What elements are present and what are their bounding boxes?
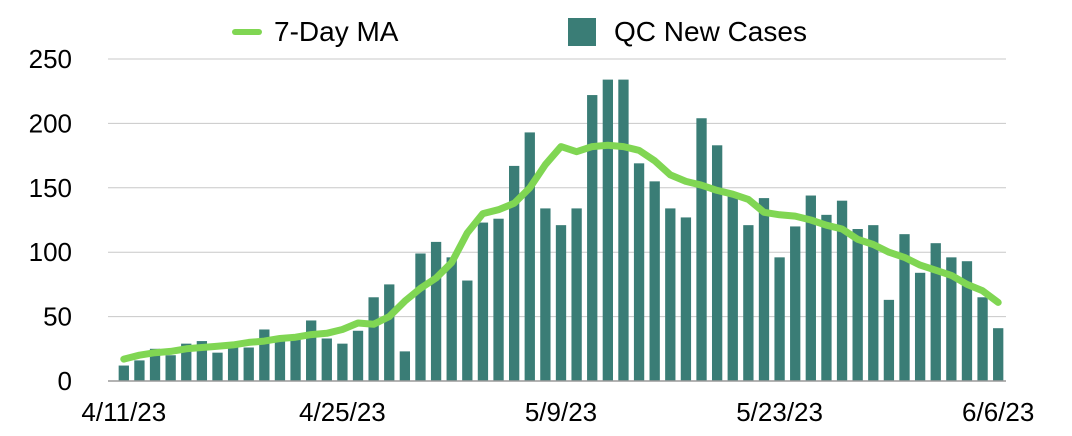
legend-label-new-cases: QC New Cases bbox=[614, 16, 807, 47]
x-tick-label: 5/9/23 bbox=[525, 397, 597, 427]
bar bbox=[555, 225, 567, 381]
bar bbox=[602, 79, 613, 381]
moving-average-line bbox=[120, 141, 1002, 363]
y-tick-label: 100 bbox=[29, 237, 72, 267]
bar bbox=[259, 329, 270, 381]
bar bbox=[196, 341, 208, 381]
x-tick-label: 4/25/23 bbox=[299, 397, 386, 427]
bar bbox=[274, 339, 286, 381]
bar bbox=[868, 225, 879, 381]
bar bbox=[524, 132, 535, 381]
bar bbox=[384, 284, 395, 381]
bar bbox=[181, 343, 192, 381]
x-tick-label: 6/6/23 bbox=[962, 397, 1034, 427]
legend-line-swatch bbox=[232, 29, 262, 35]
bar bbox=[743, 225, 754, 381]
y-tick-label: 150 bbox=[29, 173, 72, 203]
legend-item-new-cases: QC New Cases bbox=[568, 16, 807, 48]
bar bbox=[649, 181, 660, 381]
y-tick-label: 250 bbox=[29, 44, 72, 74]
bar bbox=[290, 338, 301, 381]
bar bbox=[696, 118, 707, 382]
y-tick-label: 200 bbox=[29, 108, 72, 138]
bar bbox=[462, 280, 473, 381]
bar bbox=[790, 226, 801, 381]
bar bbox=[758, 198, 770, 381]
bar bbox=[805, 195, 816, 381]
bar bbox=[540, 208, 551, 381]
bar bbox=[118, 365, 129, 381]
bar bbox=[883, 299, 895, 381]
bar bbox=[337, 343, 348, 381]
bar bbox=[977, 297, 988, 381]
bar bbox=[446, 257, 457, 381]
bar bbox=[165, 355, 176, 381]
bar bbox=[321, 338, 332, 381]
legend-bar-swatch bbox=[568, 18, 596, 46]
bar bbox=[821, 214, 832, 381]
bar bbox=[961, 261, 973, 381]
bar bbox=[149, 348, 161, 381]
bar bbox=[836, 200, 848, 381]
bar bbox=[774, 257, 785, 381]
bar bbox=[477, 222, 489, 381]
bar bbox=[212, 352, 223, 381]
bar bbox=[368, 297, 379, 381]
bar bbox=[134, 360, 145, 381]
bar bbox=[852, 229, 863, 381]
bar bbox=[633, 163, 645, 381]
bar bbox=[306, 320, 317, 381]
bar bbox=[946, 257, 957, 381]
bar bbox=[618, 79, 629, 381]
x-tick-label: 5/23/23 bbox=[736, 397, 823, 427]
chart-legend: 7-Day MA QC New Cases bbox=[0, 16, 1072, 56]
legend-label-moving-average: 7-Day MA bbox=[274, 16, 399, 47]
bar bbox=[587, 95, 598, 382]
bar bbox=[993, 328, 1004, 381]
x-tick-label: 4/11/23 bbox=[81, 397, 166, 427]
y-tick-label: 0 bbox=[58, 366, 72, 396]
bar bbox=[430, 241, 442, 381]
bar bbox=[914, 272, 926, 381]
bar bbox=[571, 208, 582, 381]
bar bbox=[243, 347, 254, 381]
bar bbox=[352, 330, 364, 381]
bar bbox=[680, 217, 692, 381]
bar bbox=[727, 192, 738, 381]
bar bbox=[509, 165, 520, 381]
y-tick-label: 50 bbox=[43, 302, 72, 332]
bar bbox=[493, 218, 504, 381]
bar bbox=[415, 253, 426, 381]
bar bbox=[930, 243, 941, 381]
bar bbox=[711, 145, 723, 381]
bar bbox=[399, 351, 411, 381]
bar bbox=[227, 343, 239, 381]
legend-item-moving-average: 7-Day MA bbox=[232, 16, 398, 48]
bar bbox=[899, 234, 910, 381]
bar bbox=[665, 208, 676, 381]
